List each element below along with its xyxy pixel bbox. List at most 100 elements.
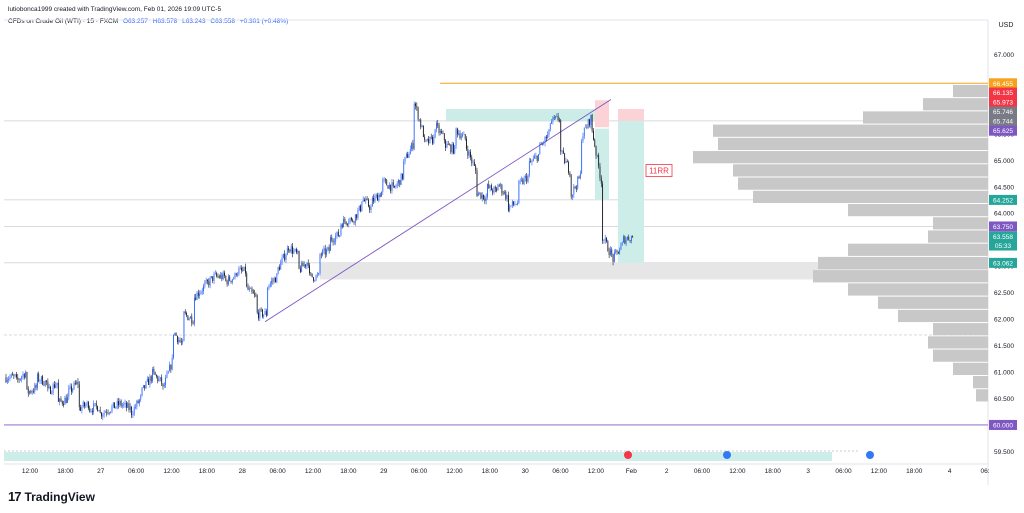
candle-body bbox=[237, 274, 238, 276]
candle-body bbox=[480, 192, 482, 199]
target-zone-small bbox=[595, 128, 609, 201]
candle-body bbox=[432, 137, 433, 144]
candle-body bbox=[35, 385, 37, 388]
candle-body bbox=[366, 198, 368, 200]
candle-body bbox=[574, 186, 576, 188]
candle-body bbox=[449, 144, 450, 146]
candle-body bbox=[154, 372, 156, 376]
candle-body bbox=[405, 154, 407, 157]
candle-body bbox=[221, 274, 223, 280]
candle-body bbox=[587, 119, 589, 128]
volume-profile-bar bbox=[693, 151, 988, 164]
candle-body bbox=[149, 376, 151, 385]
candle-body bbox=[515, 204, 517, 206]
candle-body bbox=[415, 103, 416, 106]
candle-body bbox=[543, 143, 545, 144]
x-tick-label: 18:00 bbox=[57, 468, 74, 475]
candle-body bbox=[210, 276, 212, 278]
candle-body bbox=[282, 253, 284, 258]
candle-body bbox=[191, 316, 193, 324]
volume-profile-bar bbox=[933, 217, 988, 230]
x-tick-label: 12:00 bbox=[446, 468, 463, 475]
candle-body bbox=[395, 186, 397, 187]
candle-body bbox=[522, 179, 524, 184]
candle-body bbox=[222, 272, 224, 280]
candle-body bbox=[453, 143, 454, 154]
price-label-box bbox=[989, 240, 1017, 251]
candle-body bbox=[462, 134, 464, 137]
candle-body bbox=[64, 397, 66, 405]
candle-body bbox=[305, 264, 307, 267]
y-tick-label: 64.000 bbox=[994, 211, 1014, 218]
candle-body bbox=[464, 134, 466, 139]
candle-body bbox=[187, 315, 189, 321]
candle-body bbox=[562, 150, 564, 154]
candle-body bbox=[513, 201, 515, 205]
candle-body bbox=[553, 117, 555, 119]
candle-body bbox=[599, 166, 601, 179]
candle-body bbox=[538, 154, 539, 161]
candle-body bbox=[606, 238, 607, 242]
candle-body bbox=[459, 133, 461, 139]
candle-body bbox=[273, 277, 275, 282]
candle-body bbox=[408, 154, 410, 158]
candle-body bbox=[118, 401, 119, 406]
candle-body bbox=[511, 201, 513, 206]
candle-body bbox=[115, 406, 117, 409]
candle-body bbox=[294, 249, 296, 251]
candle-body bbox=[479, 192, 481, 194]
volume-profile-bar bbox=[898, 309, 988, 323]
candle-body bbox=[40, 376, 42, 381]
volume-profile-bar bbox=[976, 389, 988, 402]
volume-profile-bar bbox=[923, 98, 988, 111]
candle-body bbox=[345, 221, 347, 224]
candle-body bbox=[217, 276, 219, 277]
candle-body bbox=[214, 273, 216, 274]
tradingview-logo[interactable]: 17 TradingView bbox=[8, 489, 95, 504]
candle-body bbox=[620, 245, 622, 251]
candle-body bbox=[67, 396, 68, 403]
volume-profile-bar bbox=[848, 283, 988, 296]
candle-body bbox=[595, 146, 597, 156]
candle-body bbox=[175, 333, 177, 336]
candle-body bbox=[133, 407, 135, 415]
candle-body bbox=[556, 115, 558, 117]
candle-body bbox=[521, 179, 522, 181]
price-label: 66.135 bbox=[993, 90, 1013, 97]
candle-body bbox=[471, 157, 473, 163]
candle-body bbox=[615, 250, 617, 253]
candle-body bbox=[119, 400, 121, 406]
candle-body bbox=[13, 375, 15, 376]
candle-body bbox=[377, 194, 378, 201]
candle-body bbox=[220, 274, 221, 278]
candle-body bbox=[76, 381, 78, 385]
candle-body bbox=[430, 136, 432, 138]
candle-body bbox=[319, 254, 321, 274]
x-tick-label: 4 bbox=[948, 468, 952, 475]
candle-body bbox=[296, 249, 297, 253]
candle-body bbox=[328, 247, 330, 251]
volume-profile-bar bbox=[933, 323, 988, 336]
candle-body bbox=[566, 161, 568, 163]
candle-body bbox=[593, 130, 594, 140]
candle-body bbox=[245, 266, 246, 274]
price-label: 65.746 bbox=[993, 109, 1013, 116]
candle-body bbox=[367, 199, 369, 207]
candle-body bbox=[59, 398, 61, 402]
candle-body bbox=[509, 205, 511, 211]
candle-body bbox=[409, 149, 411, 155]
x-tick-label: 27 bbox=[97, 468, 105, 475]
x-tick-label: 06:00 bbox=[552, 468, 569, 475]
candle-body bbox=[424, 136, 426, 140]
candle-body bbox=[507, 194, 509, 211]
candle-body bbox=[466, 138, 467, 150]
candle-body bbox=[399, 179, 401, 185]
candle-body bbox=[603, 240, 605, 242]
candle-body bbox=[589, 119, 590, 126]
candle-body bbox=[231, 279, 233, 283]
x-tick-label: 18:00 bbox=[199, 468, 216, 475]
volume-profile-bar bbox=[738, 177, 988, 190]
candle-body bbox=[293, 250, 295, 254]
